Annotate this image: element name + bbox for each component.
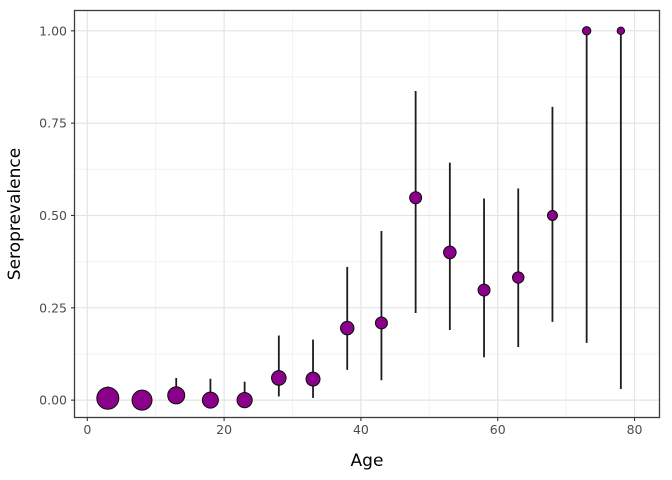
y-axis-title: Seroprevalence [5, 148, 25, 280]
y-tick-label: 0.75 [39, 116, 67, 131]
x-axis-title: Age [351, 451, 384, 471]
data-point [616, 26, 626, 36]
data-point [167, 386, 186, 405]
data-point [201, 391, 219, 409]
data-point [236, 392, 253, 409]
y-tick-label: 1.00 [39, 23, 67, 38]
y-tick-label: 0.00 [39, 393, 67, 408]
data-point [581, 26, 592, 36]
data-point [340, 320, 355, 336]
data-point [96, 386, 120, 410]
panel-border [73, 9, 661, 419]
x-tick-label: 20 [216, 422, 232, 437]
x-tick-label: 0 [83, 422, 91, 437]
data-point [512, 271, 525, 284]
panel-background [74, 10, 660, 418]
data-point [271, 370, 287, 386]
y-tick-label: 0.50 [39, 208, 67, 223]
data-point [409, 191, 423, 205]
x-tick-label: 80 [627, 422, 643, 437]
data-point [477, 283, 491, 297]
data-point [443, 245, 457, 260]
x-tick-label: 60 [490, 422, 506, 437]
chart-layers: 0 20 40 60 80 0.00 0.25 0.50 0.75 1.00 [39, 9, 661, 437]
x-tick-label: 40 [353, 422, 369, 437]
data-point [131, 389, 153, 411]
data-point [374, 316, 388, 330]
y-tick-label: 0.25 [39, 300, 67, 315]
data-point [305, 371, 321, 387]
data-point [546, 209, 558, 221]
